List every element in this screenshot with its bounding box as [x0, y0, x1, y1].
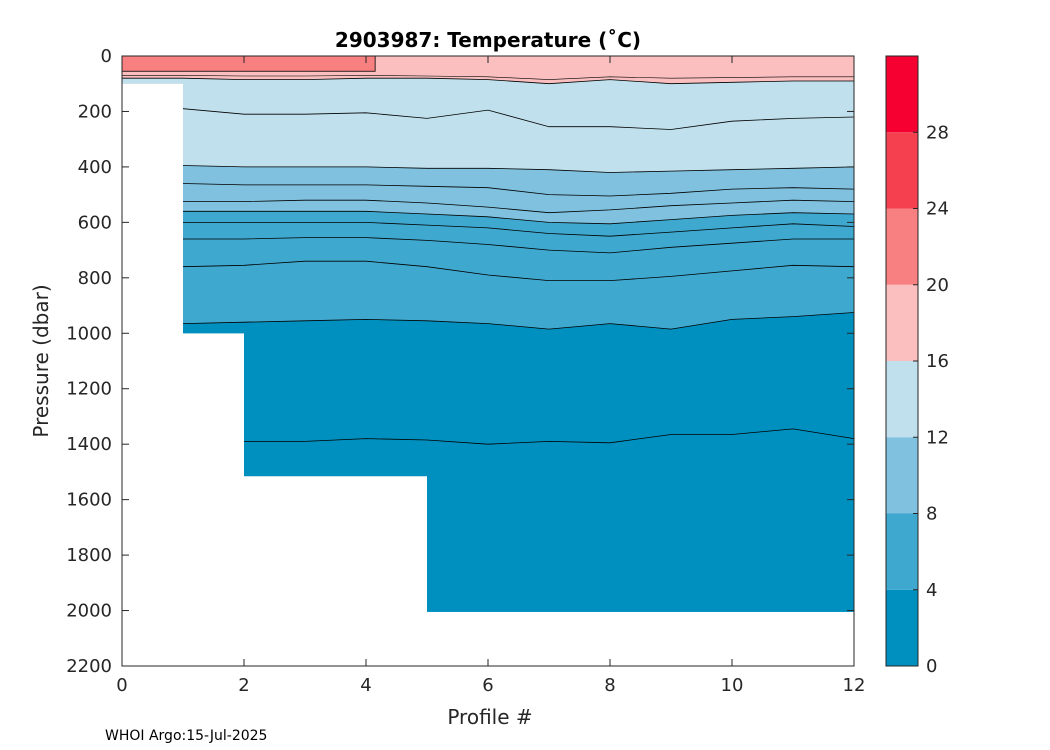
colorbar-bin	[886, 589, 918, 666]
colorbar-tick-label: 28	[926, 122, 949, 143]
y-tick-label: 2200	[66, 656, 112, 677]
warm-surface-layer	[122, 56, 376, 72]
colorbar-bin	[886, 132, 918, 209]
y-tick-label: 1600	[66, 490, 112, 511]
x-tick-label: 12	[843, 675, 866, 696]
x-tick-label: 8	[604, 675, 615, 696]
footer-credit: WHOI Argo:15-Jul-2025	[105, 728, 267, 744]
isotherm-0	[122, 77, 854, 85]
y-axis: 0 200 400 600 800 1000 1200 1400 1600 1800 2000 220…	[66, 46, 854, 677]
isotherm-surface	[122, 75, 854, 80]
y-tick-label: 600	[78, 212, 112, 233]
colorbar-bin	[886, 437, 918, 514]
x-axis-label: Profile #	[447, 705, 532, 729]
isotherm-3	[122, 108, 854, 130]
band-0-4	[122, 312, 854, 612]
isotherm-1	[122, 165, 854, 173]
y-tick-label: 1000	[66, 323, 112, 344]
colorbar-tick-label: 8	[926, 504, 937, 525]
colorbar-tick-label: 20	[926, 275, 949, 296]
x-axis: 0 2 4 6 8 10 12	[116, 56, 865, 696]
isotherm-5	[122, 199, 854, 214]
y-tick-label: 0	[101, 46, 112, 67]
y-tick-label: 1200	[66, 379, 112, 400]
y-tick-label: 1400	[66, 434, 112, 455]
y-tick-label: 800	[78, 268, 112, 289]
x-tick-label: 2	[238, 675, 249, 696]
colorbar: 0 4 8 12 16 20 24 28	[885, 55, 949, 677]
x-tick-label: 0	[116, 675, 127, 696]
isotherm-4	[122, 183, 854, 197]
isotherm-8	[122, 237, 854, 254]
y-tick-label: 2000	[66, 601, 112, 622]
colorbar-tick-label: 16	[926, 351, 949, 372]
colorbar-tick-label: 12	[926, 427, 949, 448]
isotherm-contours	[122, 75, 854, 445]
colorbar-bin	[886, 513, 918, 590]
y-tick-label: 200	[78, 101, 112, 122]
colorbar-bin	[886, 208, 918, 285]
colorbar-tick-label: 4	[926, 580, 937, 601]
isotherm-9	[122, 260, 854, 281]
colorbar-bin	[886, 284, 918, 361]
x-tick-label: 10	[721, 675, 744, 696]
isotherm-10	[122, 428, 854, 445]
x-tick-label: 6	[482, 675, 493, 696]
isotherm-7	[122, 222, 854, 237]
colorbar-tick-label: 0	[926, 656, 937, 677]
y-axis-label: Pressure (dbar)	[29, 284, 53, 437]
y-tick-label: 1800	[66, 545, 112, 566]
plot-area	[122, 56, 854, 612]
y-tick-label: 400	[78, 157, 112, 178]
isotherm-6	[122, 210, 854, 225]
colorbar-tick-label: 24	[926, 199, 949, 220]
colorbar-bin	[886, 361, 918, 438]
colorbar-bin	[886, 56, 918, 133]
chart-title: 2903987: Temperature (˚C)	[335, 28, 641, 52]
isotherm-2	[122, 312, 854, 330]
x-tick-label: 4	[360, 675, 371, 696]
